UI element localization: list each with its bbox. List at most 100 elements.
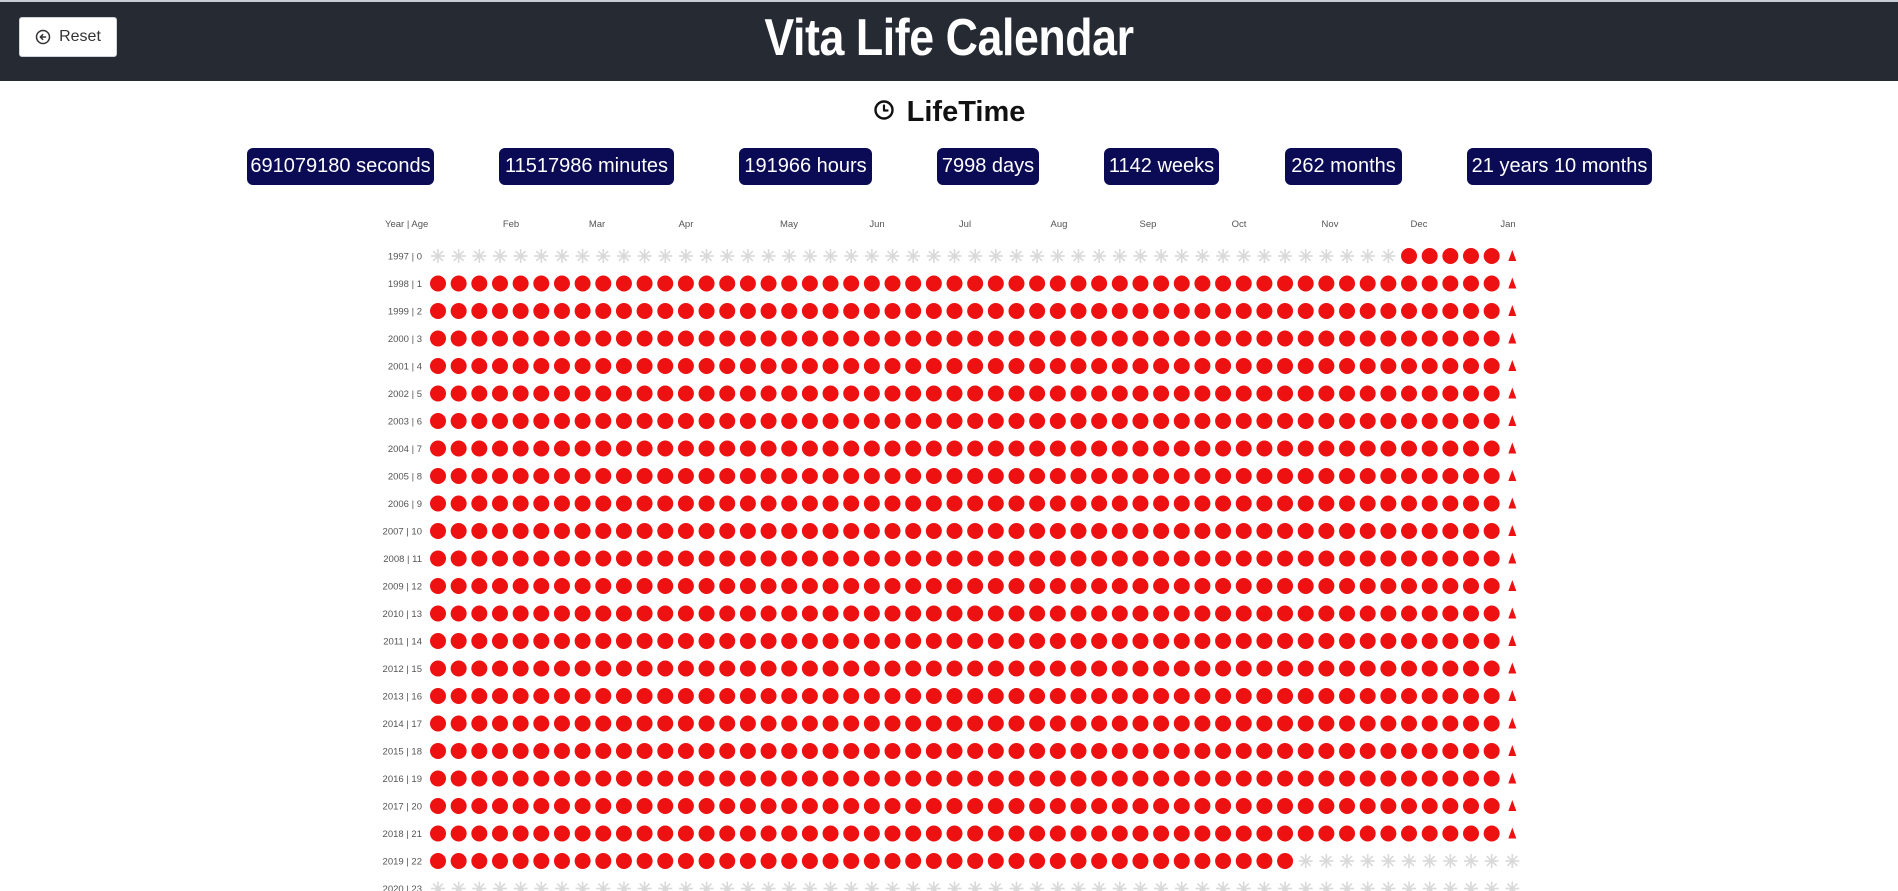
week-cell-lived bbox=[843, 303, 860, 319]
week-cell-lived bbox=[1173, 743, 1190, 759]
week-cell-lived bbox=[1194, 385, 1211, 402]
week-cell-lived bbox=[822, 688, 839, 704]
week-cell-lived bbox=[822, 633, 839, 649]
week-cell-lived bbox=[905, 523, 922, 539]
week-cell-lived bbox=[1508, 470, 1517, 481]
week-cell-lived bbox=[1008, 660, 1025, 677]
week-cell-lived bbox=[430, 853, 446, 869]
week-cell-lived bbox=[946, 495, 963, 512]
week-cell-lived bbox=[884, 523, 901, 539]
week-cell-lived bbox=[967, 385, 984, 402]
week-cell-lived bbox=[884, 853, 901, 869]
week-cell-lived bbox=[471, 495, 488, 512]
week-cell-lived bbox=[512, 495, 529, 512]
week-cell-lived bbox=[512, 715, 529, 732]
week-cell-lived bbox=[781, 275, 798, 292]
week-cell-lived bbox=[1215, 275, 1232, 292]
week-cell-lived bbox=[450, 578, 467, 594]
week-cell-future bbox=[1464, 881, 1478, 891]
week-cell-lived bbox=[553, 303, 570, 319]
week-cell-lived bbox=[1463, 413, 1479, 429]
week-cell-future bbox=[1236, 881, 1251, 891]
week-cell-lived bbox=[1421, 715, 1438, 732]
week-cell-lived bbox=[781, 413, 798, 429]
week-cell-lived bbox=[657, 385, 674, 402]
week-cell-lived bbox=[1318, 770, 1335, 787]
week-cell-lived bbox=[1132, 550, 1149, 567]
month-label: May bbox=[780, 219, 798, 230]
week-cell-lived bbox=[657, 330, 674, 347]
week-cell-lived bbox=[905, 578, 922, 594]
week-cell-lived bbox=[1277, 715, 1294, 732]
week-cell-lived bbox=[615, 853, 632, 869]
week-cell-lived bbox=[1173, 385, 1190, 402]
week-cell-lived bbox=[450, 825, 467, 842]
week-cell-lived bbox=[430, 715, 446, 732]
week-cell-lived bbox=[905, 385, 922, 402]
week-cell-future bbox=[1340, 881, 1355, 891]
week-cell-lived bbox=[1297, 578, 1314, 594]
week-cell-lived bbox=[739, 468, 756, 484]
week-cell-lived bbox=[760, 633, 777, 649]
week-cell-lived bbox=[491, 413, 508, 429]
week-cell-lived bbox=[1463, 248, 1479, 264]
week-cell-lived bbox=[1194, 825, 1211, 842]
week-cell-lived bbox=[1508, 360, 1517, 371]
week-cell-lived bbox=[615, 275, 632, 292]
week-cell-lived bbox=[491, 275, 508, 292]
reset-button[interactable]: Reset bbox=[19, 17, 117, 57]
week-cell-lived bbox=[1256, 440, 1273, 457]
week-cell-lived bbox=[1029, 605, 1046, 622]
week-cell-lived bbox=[822, 770, 839, 787]
week-cell-lived bbox=[863, 633, 880, 649]
stat-days: 7998 days bbox=[937, 148, 1039, 185]
week-cell-lived bbox=[1235, 303, 1252, 319]
week-cell-future bbox=[1340, 249, 1355, 263]
week-cell-lived bbox=[1339, 523, 1356, 539]
week-cell-lived bbox=[1463, 303, 1479, 319]
week-cell-lived bbox=[615, 523, 632, 539]
week-cell-lived bbox=[925, 358, 942, 374]
week-cell-lived bbox=[1029, 440, 1046, 457]
week-cell-lived bbox=[843, 853, 860, 869]
week-cell-lived bbox=[1029, 550, 1046, 567]
week-cell-lived bbox=[1194, 550, 1211, 567]
week-cell-lived bbox=[987, 688, 1004, 704]
week-cell-lived bbox=[553, 385, 570, 402]
week-cell-lived bbox=[801, 413, 818, 429]
week-cell-lived bbox=[471, 275, 488, 292]
week-cell-lived bbox=[1442, 798, 1459, 814]
week-cell-lived bbox=[884, 550, 901, 567]
section-title: LifeTime bbox=[906, 96, 1026, 128]
row-label: 2009 | 12 bbox=[383, 582, 422, 593]
week-cell-lived bbox=[636, 743, 653, 759]
week-cell-future bbox=[782, 249, 797, 263]
week-cell-lived bbox=[595, 715, 612, 732]
week-cell-lived bbox=[471, 330, 488, 347]
week-cell-lived bbox=[615, 303, 632, 319]
week-cell-lived bbox=[430, 660, 446, 677]
week-cell-lived bbox=[1215, 853, 1232, 869]
week-cell-lived bbox=[553, 330, 570, 347]
week-cell-lived bbox=[1297, 660, 1314, 677]
week-cell-lived bbox=[1508, 250, 1517, 261]
week-cell-lived bbox=[698, 330, 715, 347]
week-cell-lived bbox=[1401, 523, 1418, 539]
week-cell-lived bbox=[739, 853, 756, 869]
week-cell-lived bbox=[760, 578, 777, 594]
week-cell-lived bbox=[615, 330, 632, 347]
week-cell-lived bbox=[1421, 330, 1438, 347]
week-cell-lived bbox=[636, 550, 653, 567]
week-cell-future bbox=[534, 881, 549, 891]
week-cell-lived bbox=[1029, 688, 1046, 704]
week-cell-lived bbox=[595, 303, 612, 319]
week-cell-future bbox=[864, 249, 879, 263]
week-cell-lived bbox=[1508, 552, 1517, 564]
week-cell-lived bbox=[1380, 578, 1397, 594]
week-cell-lived bbox=[430, 468, 446, 484]
week-cell-lived bbox=[1277, 853, 1294, 869]
week-cell-lived bbox=[1132, 633, 1149, 649]
week-cell-lived bbox=[905, 688, 922, 704]
week-cell-lived bbox=[471, 825, 488, 842]
week-cell-lived bbox=[595, 275, 612, 292]
